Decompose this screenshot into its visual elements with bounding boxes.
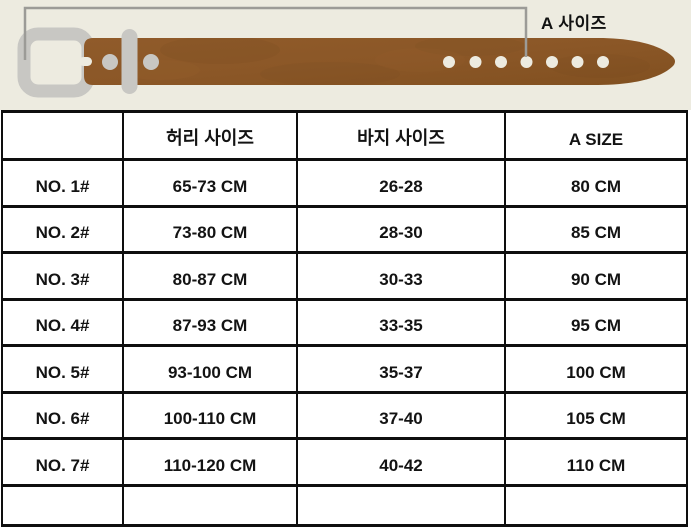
cell-no: NO. 1# <box>1 158 124 208</box>
cell-waist: 110-120 CM <box>122 437 298 487</box>
header-a-size: A SIZE <box>504 110 688 161</box>
cell-pants: 28-30 <box>296 204 506 254</box>
header-pants-size: 바지 사이즈 <box>296 110 506 161</box>
cell-waist: 93-100 CM <box>122 344 298 394</box>
measurement-line <box>23 6 528 60</box>
buckle-prong-tip <box>79 57 92 66</box>
cell-no: NO. 3# <box>1 251 124 301</box>
cell-no: NO. 6# <box>1 390 124 440</box>
cell-no: NO. 7# <box>1 437 124 487</box>
cell-no: NO. 5# <box>1 344 124 394</box>
table-row: NO. 1# 65-73 CM 26-28 80 CM <box>1 158 688 208</box>
cell-waist: 80-87 CM <box>122 251 298 301</box>
table-row: NO. 4# 87-93 CM 33-35 95 CM <box>1 297 688 347</box>
cell-pants: 30-33 <box>296 251 506 301</box>
a-size-label: A 사이즈 <box>541 14 607 33</box>
cell-pants: 33-35 <box>296 297 506 347</box>
size-table: 허리 사이즈 바지 사이즈 A SIZE NO. 1# 65-73 CM 26-… <box>1 110 688 527</box>
table-row: NO. 7# 110-120 CM 40-42 110 CM <box>1 437 688 487</box>
table-row: NO. 2# 73-80 CM 28-30 85 CM <box>1 204 688 254</box>
belt-rivets <box>102 54 159 70</box>
cell-waist: 87-93 CM <box>122 297 298 347</box>
table-row: NO. 3# 80-87 CM 30-33 90 CM <box>1 251 688 301</box>
cell-pants: 37-40 <box>296 390 506 440</box>
cell-a-size: 105 CM <box>504 390 688 440</box>
belt-loop <box>121 29 138 94</box>
cell-a-size: 95 CM <box>504 297 688 347</box>
table-header-row: 허리 사이즈 바지 사이즈 A SIZE <box>1 110 688 161</box>
cell-pants: 35-37 <box>296 344 506 394</box>
cell-a-size: 100 CM <box>504 344 688 394</box>
cell-waist: 65-73 CM <box>122 158 298 208</box>
cell-a-size: 85 CM <box>504 204 688 254</box>
table-row-partial <box>1 483 688 527</box>
cell-pants: 26-28 <box>296 158 506 208</box>
cell-a-size: 90 CM <box>504 251 688 301</box>
cell-waist: 100-110 CM <box>122 390 298 440</box>
table-row: NO. 6# 100-110 CM 37-40 105 CM <box>1 390 688 440</box>
cell-pants: 40-42 <box>296 437 506 487</box>
cell-waist: 73-80 CM <box>122 204 298 254</box>
leather-texture <box>120 38 650 85</box>
cell-no: NO. 4# <box>1 297 124 347</box>
belt-holes <box>443 56 609 68</box>
belt-buckle <box>17 27 95 98</box>
belt-diagram: A 사이즈 <box>0 0 691 110</box>
cell-a-size: 110 CM <box>504 437 688 487</box>
header-waist-size: 허리 사이즈 <box>122 110 298 161</box>
header-empty <box>1 110 124 161</box>
belt-illustration <box>17 6 675 98</box>
cell-no: NO. 2# <box>1 204 124 254</box>
cell-a-size: 80 CM <box>504 158 688 208</box>
table-row: NO. 5# 93-100 CM 35-37 100 CM <box>1 344 688 394</box>
